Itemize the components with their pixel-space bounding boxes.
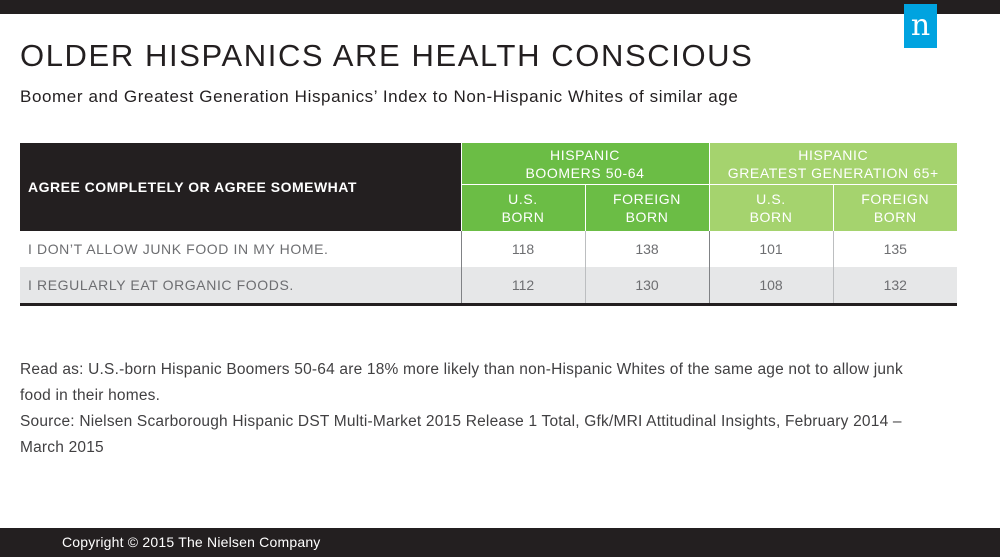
subheader-line1: U.S. (508, 191, 538, 207)
group-header-line1: HISPANIC (798, 146, 869, 163)
table-cell: 112 (460, 267, 585, 306)
table-cell: 138 (584, 231, 709, 267)
row-label: I REGULARLY EAT ORGANIC FOODS. (20, 267, 462, 306)
table-row: I REGULARLY EAT ORGANIC FOODS. 112 130 1… (20, 267, 957, 306)
table-cell: 135 (832, 231, 957, 267)
question-column-header: AGREE COMPLETELY OR AGREE SOMEWHAT (20, 143, 461, 231)
table-cell: 132 (832, 267, 957, 306)
row-label: I DON’T ALLOW JUNK FOOD IN MY HOME. (20, 231, 462, 267)
group-header-line1: HISPANIC (550, 146, 620, 163)
subheader-boomers-foreign-born: FOREIGN BORN (584, 184, 709, 231)
table-cell: 108 (708, 267, 833, 306)
copyright-text: Copyright © 2015 The Nielsen Company (62, 534, 321, 550)
subheader-line2: BORN (749, 209, 793, 225)
footnotes: Read as: U.S.-born Hispanic Boomers 50-6… (20, 357, 920, 461)
subheader-boomers-us-born: U.S. BORN (460, 184, 585, 231)
group-header-line2: GREATEST GENERATION 65+ (727, 164, 939, 181)
subheader-greatest-foreign-born: FOREIGN BORN (832, 184, 957, 231)
source-note: Source: Nielsen Scarborough Hispanic DST… (20, 413, 902, 456)
subheader-greatest-us-born: U.S. BORN (708, 184, 833, 231)
subheader-line1: FOREIGN (613, 191, 681, 207)
table-row: I DON’T ALLOW JUNK FOOD IN MY HOME. 118 … (20, 231, 957, 267)
subheader-line2: BORN (625, 209, 669, 225)
read-as-note: Read as: U.S.-born Hispanic Boomers 50-6… (20, 361, 903, 404)
table-cell: 118 (460, 231, 585, 267)
page-subtitle: Boomer and Greatest Generation Hispanics… (20, 87, 739, 106)
page-title: OLDER HISPANICS ARE HEALTH CONSCIOUS (20, 38, 754, 73)
footer-bar: Copyright © 2015 The Nielsen Company (0, 528, 1000, 557)
subheader-line2: BORN (501, 209, 545, 225)
subheader-line2: BORN (873, 209, 917, 225)
nielsen-logo: n (904, 4, 937, 48)
table-cell: 101 (708, 231, 833, 267)
top-bar (0, 0, 1000, 14)
subheader-line1: FOREIGN (861, 191, 930, 207)
group-header-line2: BOOMERS 50-64 (525, 164, 645, 181)
index-table: AGREE COMPLETELY OR AGREE SOMEWHAT HISPA… (20, 143, 957, 306)
subheader-line1: U.S. (756, 191, 786, 207)
group-header-boomers: HISPANIC BOOMERS 50-64 (460, 143, 709, 185)
table-cell: 130 (584, 267, 709, 306)
group-header-greatest-generation: HISPANIC GREATEST GENERATION 65+ (708, 143, 957, 185)
